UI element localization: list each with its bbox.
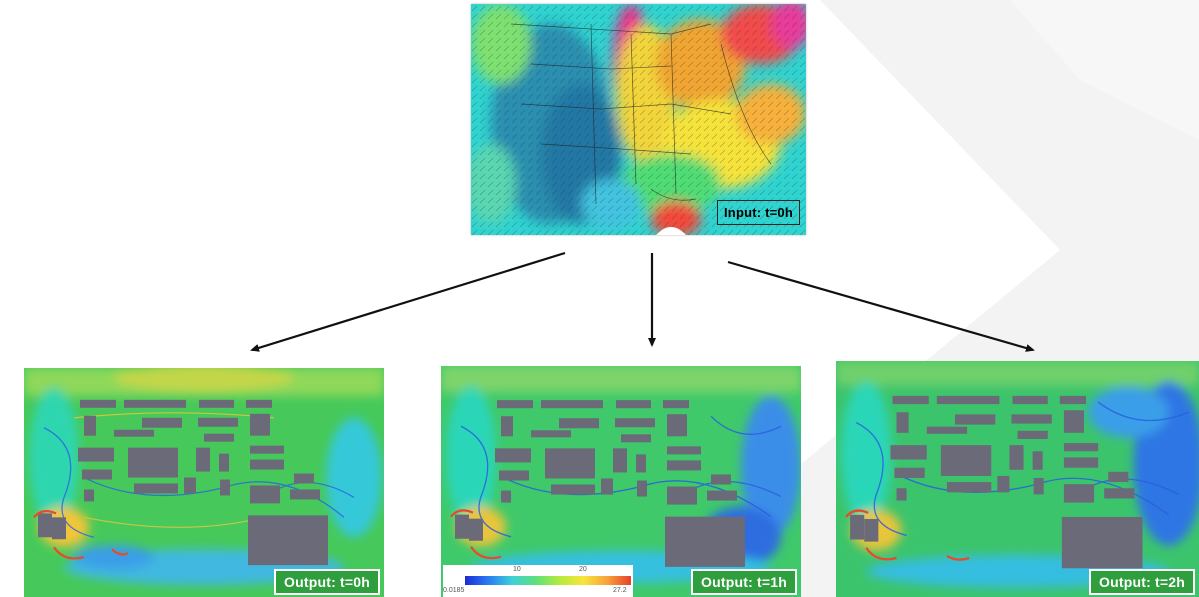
output-flow-field-1h: 10 20 0.0185 27.2 Output: t=1h [441,366,801,597]
input-weather-map: Input: t=0h [471,4,806,235]
output-label-2: Output: t=2h [1089,569,1195,595]
colorbar-max: 27.2 [613,587,627,594]
colorbar-tick-10: 10 [513,566,521,573]
output-label-1: Output: t=1h [691,569,797,595]
input-label: Input: t=0h [717,200,800,225]
output-label-0: Output: t=0h [274,569,380,595]
colorbar-tick-20: 20 [579,566,587,573]
colorbar-min: 0.0185 [443,587,465,594]
output-flow-field-0h: Output: t=0h [24,368,384,597]
colorbar-legend: 10 20 0.0185 27.2 [443,565,633,597]
output-flow-field-2h: Output: t=2h [836,361,1199,597]
colorbar-gradient [465,576,631,585]
